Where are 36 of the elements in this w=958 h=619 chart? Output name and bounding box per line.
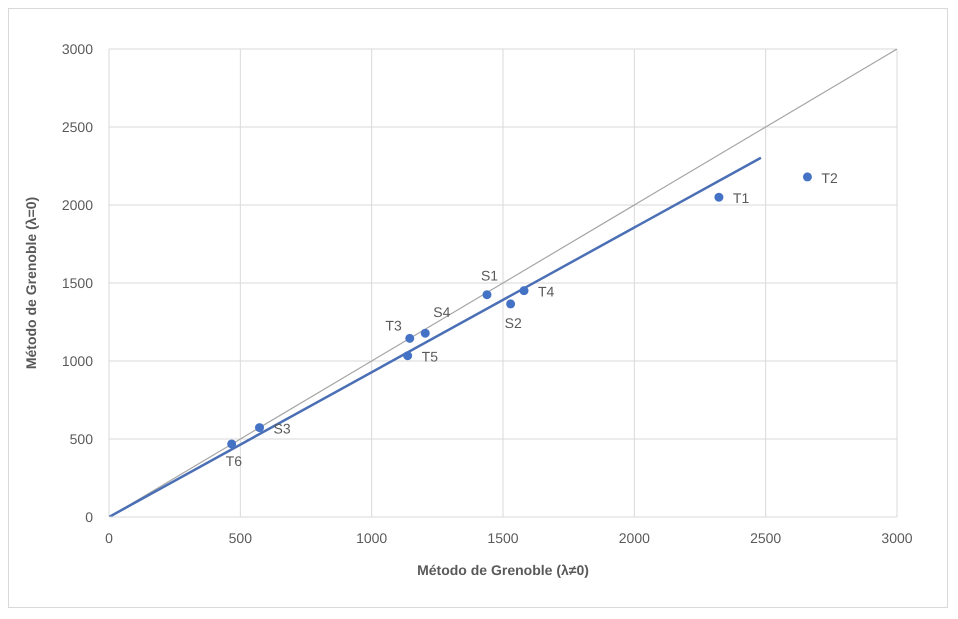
x-tick-label: 0 — [105, 530, 114, 546]
point — [405, 334, 414, 343]
point — [520, 286, 529, 296]
y-tick-label: 1500 — [62, 274, 94, 291]
annotation: T6 — [226, 452, 242, 469]
point — [714, 192, 724, 202]
point — [482, 290, 492, 300]
annotation: S1 — [480, 268, 498, 284]
y-axis-title: Método de Grenoble (λ=0) — [22, 196, 39, 370]
x-tick-label: 3000 — [881, 530, 913, 546]
y-tick-label: 2500 — [62, 118, 94, 135]
x-tick-label: 1000 — [356, 530, 388, 546]
y-tick-label: 0 — [85, 508, 94, 525]
x-tick-label: 1500 — [487, 530, 519, 546]
annotation: T4 — [538, 284, 555, 300]
y-tick-label: 500 — [70, 430, 94, 447]
y-tick-label: 2000 — [62, 196, 94, 213]
annotation: S3 — [274, 420, 291, 437]
x-axis-title: Método de Grenoble (λ≠0) — [417, 562, 589, 578]
annotation: S2 — [504, 314, 522, 331]
y-tick-label: 1000 — [62, 352, 94, 369]
x-tick-label: 2500 — [750, 530, 782, 546]
point — [227, 439, 236, 448]
point — [420, 328, 430, 338]
annotation: T2 — [821, 170, 838, 186]
point — [802, 172, 812, 182]
annotation: S4 — [433, 304, 451, 320]
point — [255, 423, 264, 432]
x-tick-label: 500 — [228, 530, 252, 546]
point — [403, 351, 412, 360]
annotation: T1 — [732, 190, 750, 206]
annotation: T3 — [385, 317, 402, 334]
annotation: T5 — [422, 348, 438, 365]
y-tick-label: 3000 — [62, 40, 94, 57]
point — [506, 299, 516, 308]
x-tick-label: 2000 — [618, 530, 650, 546]
